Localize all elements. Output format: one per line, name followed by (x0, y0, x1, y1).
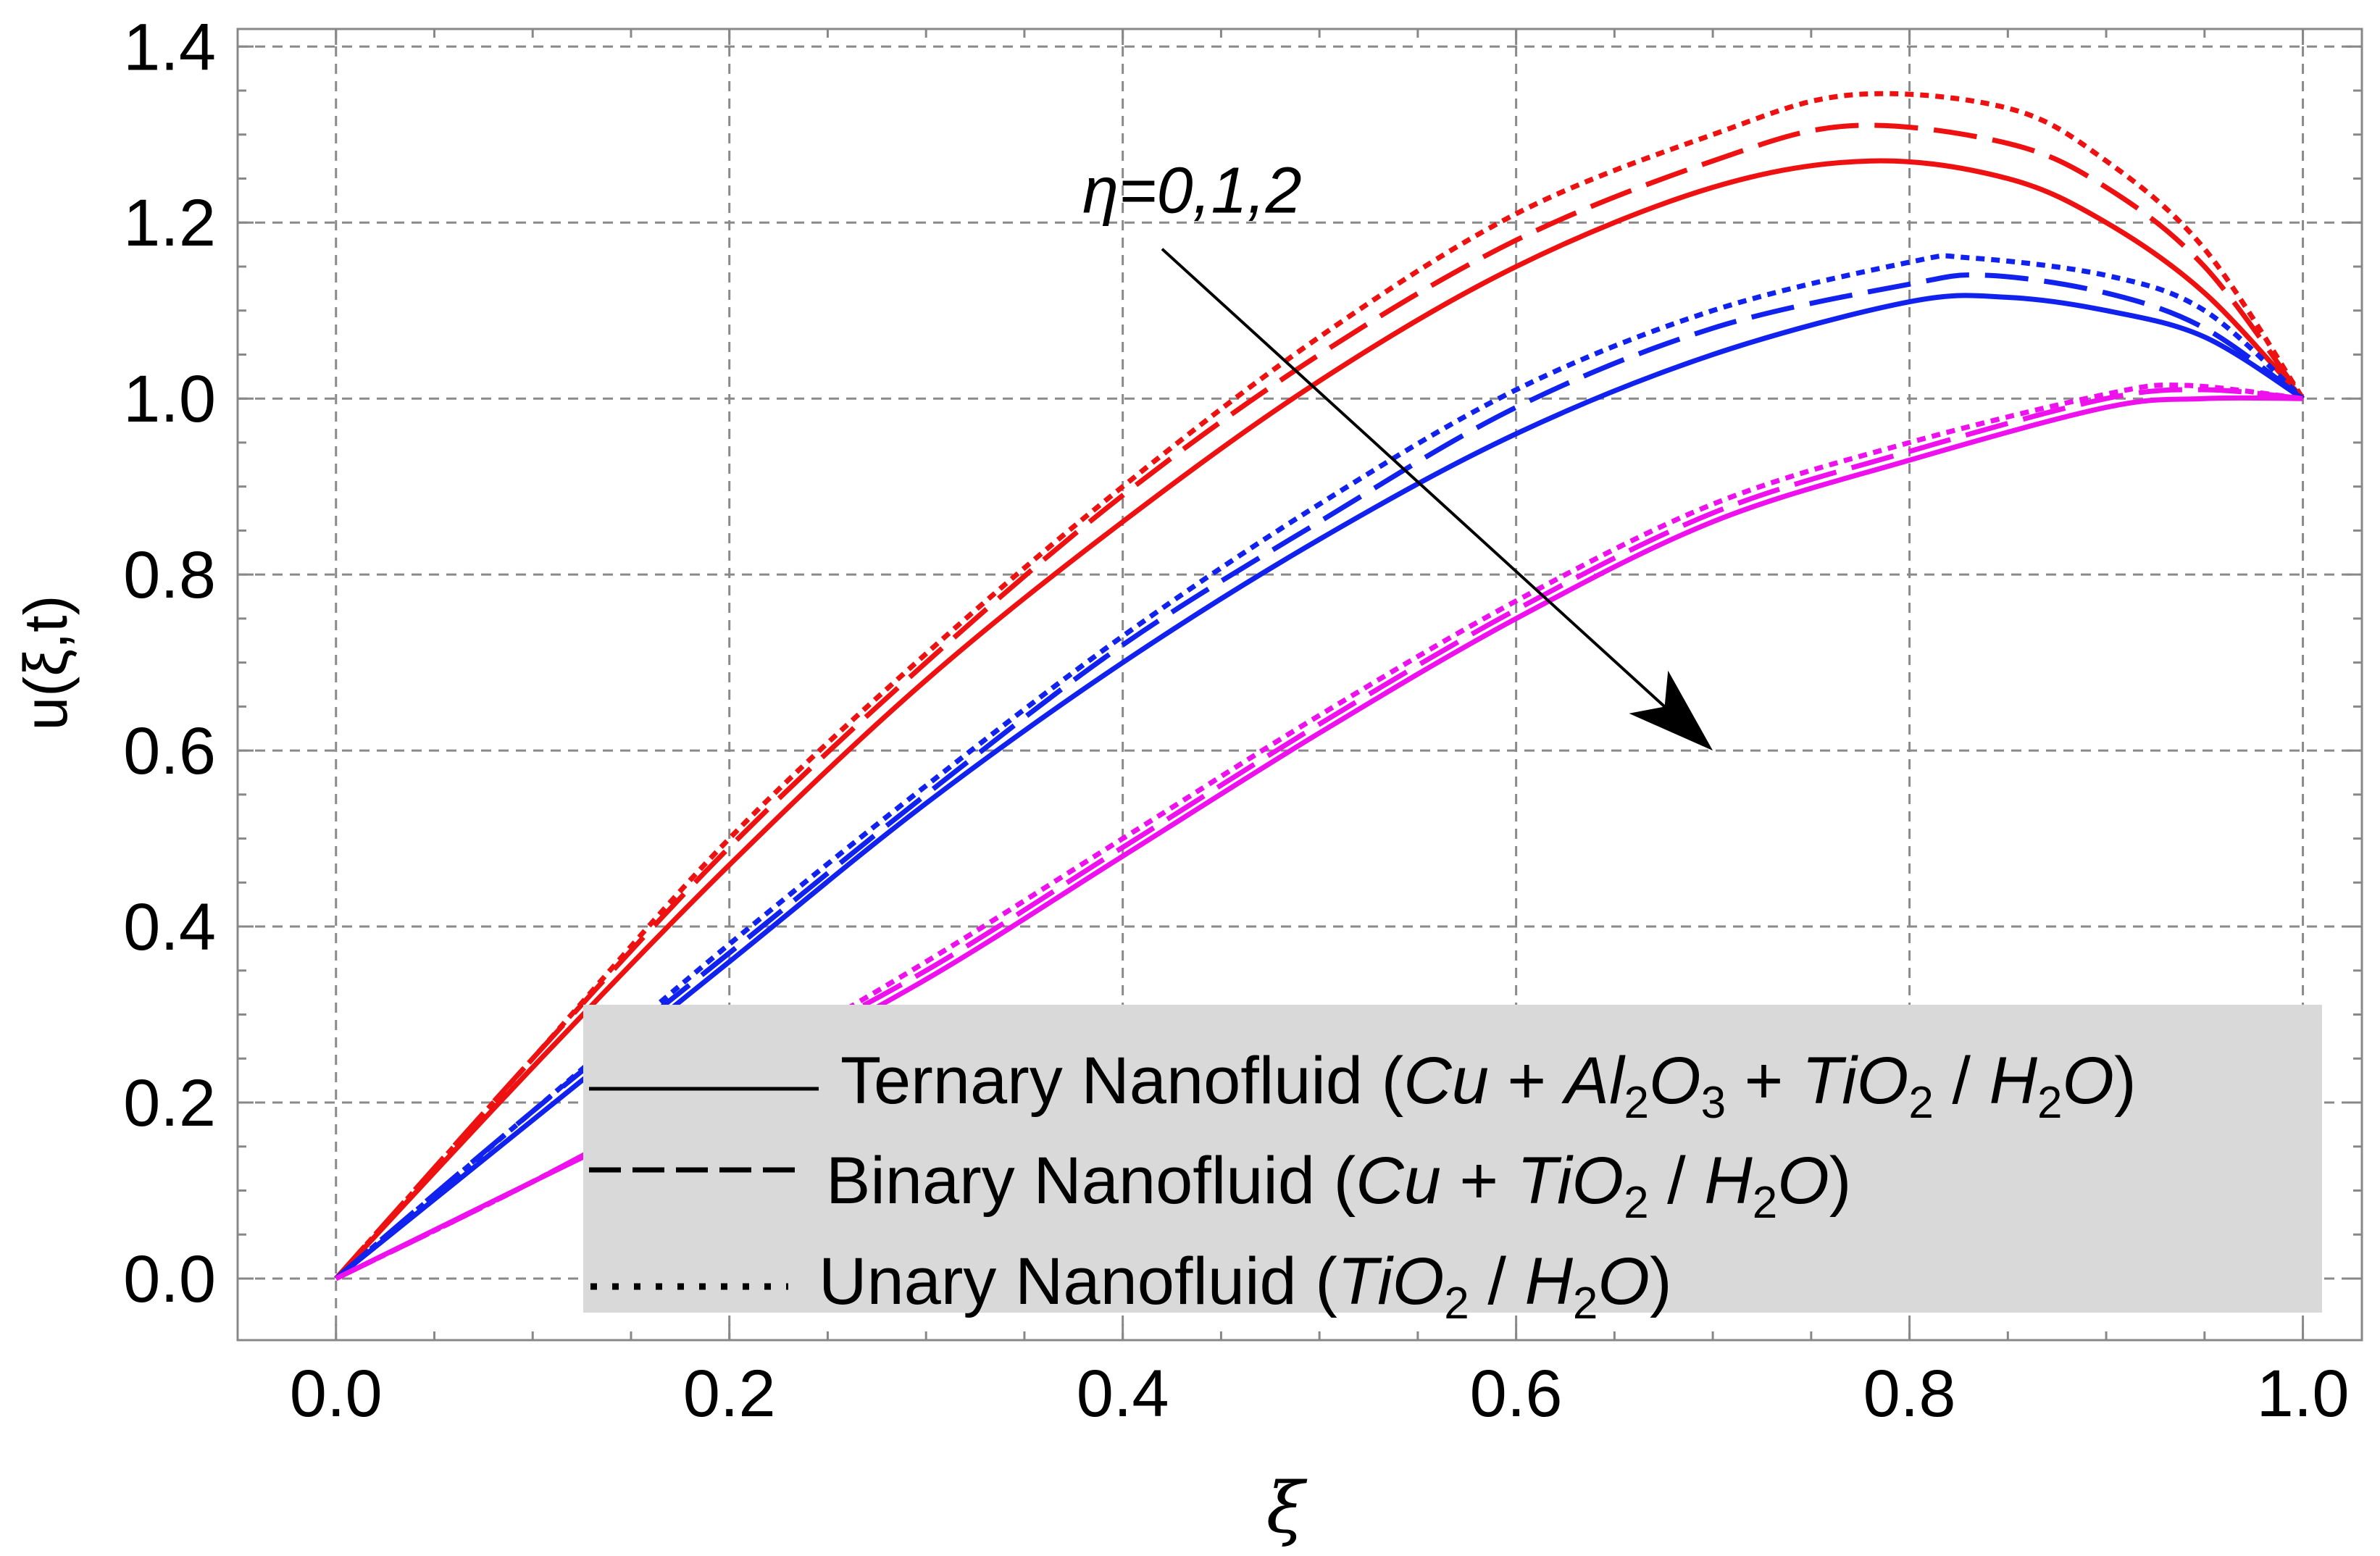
legend-entry-formula: (TiO2 / H2O) (1315, 1245, 1671, 1329)
y-tick-label: 1.2 (123, 186, 216, 260)
series-line-4 (334, 272, 2305, 1281)
y-tick-label: 0.8 (123, 538, 216, 612)
x-tick-label: 0.6 (1470, 1357, 1563, 1431)
x-tick-label: 1.0 (2257, 1357, 2350, 1431)
x-axis-label: ξ (1266, 1468, 1308, 1549)
y-tick-label: 0.4 (123, 890, 216, 964)
series-line-2 (334, 91, 2305, 1281)
annotation-arrow (1161, 248, 1666, 708)
annotation-label: η=0,1,2 (1082, 155, 1302, 227)
series-line-3 (334, 293, 2305, 1281)
annotation-arrowhead (1629, 670, 1713, 751)
y-tick-label: 1.0 (123, 362, 216, 436)
legend-background (583, 1005, 2322, 1313)
plot-frame (236, 28, 2363, 1342)
annotation: η=0,1,2 (1082, 155, 1713, 751)
series-line-0 (334, 158, 2305, 1281)
x-tick-label: 0.0 (290, 1357, 383, 1431)
legend-entry-label: Unary Nanofluid (TiO2 / H2O) (819, 1245, 1672, 1329)
y-axis-label: u(ξ,t) (12, 595, 80, 731)
legend: Ternary Nanofluid (Cu + Al2O3 + TiO2 / H… (583, 1005, 2322, 1329)
legend-entry-formula: (Cu + Al2O3 + TiO2 / H2O) (1382, 1044, 2137, 1128)
axis-ticks (238, 29, 2362, 1340)
legend-entry-label: Ternary Nanofluid (Cu + Al2O3 + TiO2 / H… (840, 1044, 2137, 1128)
legend-entry-label: Binary Nanofluid (Cu + TiO2 / H2O) (826, 1144, 1851, 1228)
y-tick-label: 1.4 (123, 10, 216, 84)
y-tick-label: 0.2 (123, 1066, 216, 1140)
series-group (334, 91, 2305, 1281)
legend-entry-formula: (Cu + TiO2 / H2O) (1334, 1144, 1852, 1228)
x-tick-label: 0.2 (683, 1357, 776, 1431)
y-tick-label: 0.6 (123, 714, 216, 788)
x-tick-label: 0.8 (1863, 1357, 1956, 1431)
x-tick-label: 0.4 (1077, 1357, 1169, 1431)
series-line-1 (334, 122, 2305, 1281)
y-tick-label: 0.0 (123, 1242, 216, 1316)
tick-labels: 0.0 0.2 0.4 0.6 0.8 1.0 0.0 0.2 0.4 0.6 0.8 1.0 1.2 1… (123, 10, 2349, 1431)
